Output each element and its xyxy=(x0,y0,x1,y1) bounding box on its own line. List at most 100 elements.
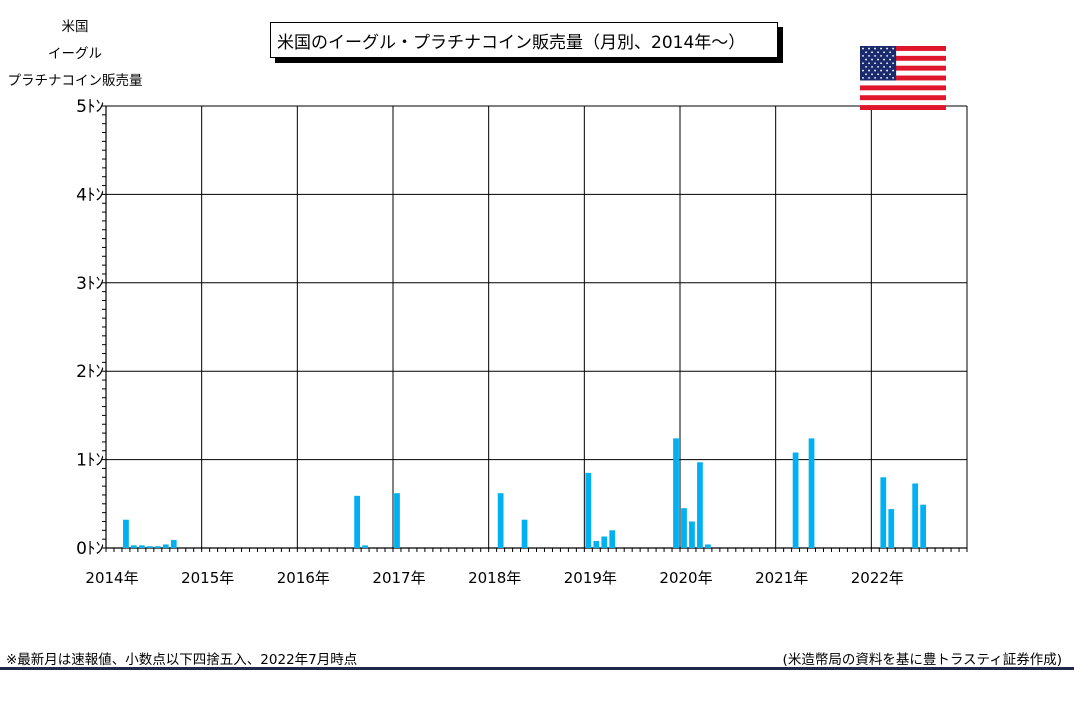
y-tick-label: 3ﾄﾝ xyxy=(76,274,104,294)
flag-canton xyxy=(860,46,897,81)
flag-star xyxy=(880,76,882,79)
flag-star xyxy=(877,65,879,68)
y-tick-label: 4ﾄﾝ xyxy=(76,185,104,205)
flag-star xyxy=(871,58,873,61)
flag-star xyxy=(874,54,876,57)
x-tick-label: 2020年 xyxy=(659,569,712,587)
flag-star xyxy=(874,62,876,65)
x-tick-label: 2018年 xyxy=(468,569,521,587)
y-tick-label: 1ﾄﾝ xyxy=(76,451,104,471)
bar xyxy=(162,544,169,548)
bar xyxy=(920,504,927,548)
chart-title: 米国のイーグル・プラチナコイン販売量（月別、2014年～） xyxy=(270,22,778,58)
flag-star xyxy=(886,54,888,57)
flag-stripe xyxy=(860,46,946,51)
flag-star xyxy=(868,47,870,50)
flag-star xyxy=(868,76,870,79)
flag-star xyxy=(868,62,870,65)
flag-star xyxy=(862,62,864,65)
flag-stripe xyxy=(860,95,946,101)
x-tick-label: 2021年 xyxy=(755,569,808,587)
bar xyxy=(394,493,400,548)
flag-star xyxy=(892,69,895,72)
flag-star xyxy=(868,54,870,57)
flag-stripe xyxy=(860,65,946,71)
flag-stripe xyxy=(860,55,946,61)
flag-star xyxy=(892,76,895,79)
flag-star xyxy=(874,47,876,50)
flag-star xyxy=(883,51,885,54)
chart-title-text: 米国のイーグル・プラチナコイン販売量（月別、2014年～） xyxy=(277,32,746,53)
flag-star xyxy=(865,73,867,76)
flag-star xyxy=(886,47,888,50)
bar xyxy=(362,545,368,548)
flag-star xyxy=(871,73,873,76)
flag-stripe xyxy=(860,75,946,81)
bar xyxy=(585,472,592,548)
bar xyxy=(697,462,703,548)
flag-star xyxy=(874,76,876,79)
bar-chart: 0ﾄﾝ 1ﾄﾝ 2ﾄﾝ 3ﾄﾝ 4ﾄﾝ 5ﾄﾝ 2014年 2015年 2016年 2017年 20… xyxy=(76,97,968,587)
flag-star xyxy=(880,69,882,72)
bar xyxy=(123,519,129,548)
flag-star xyxy=(874,69,876,72)
bar xyxy=(705,544,711,548)
flag-star xyxy=(865,51,867,54)
flag-star xyxy=(862,69,864,72)
bar xyxy=(146,546,153,548)
bar xyxy=(601,536,608,548)
bar xyxy=(888,509,895,548)
flag-star xyxy=(877,73,879,76)
flag-star xyxy=(865,58,867,61)
flag-star xyxy=(886,69,888,72)
flag-star xyxy=(889,73,891,76)
y-tick-label: 5ﾄﾝ xyxy=(76,97,104,117)
flag-star xyxy=(889,58,891,61)
flag-star xyxy=(862,47,864,50)
x-tick-label: 2019年 xyxy=(564,569,617,587)
flag-stripe xyxy=(860,85,946,91)
flag-star xyxy=(889,65,891,68)
flag-star xyxy=(862,54,864,57)
flag-star xyxy=(892,54,895,57)
flag-star xyxy=(883,58,885,61)
bar xyxy=(681,508,687,548)
flag-star xyxy=(871,51,873,54)
bar xyxy=(170,540,177,548)
flag-star xyxy=(889,51,891,54)
bar xyxy=(808,438,815,548)
x-tick-label: 2017年 xyxy=(372,569,425,587)
flag-star xyxy=(883,65,885,68)
bar xyxy=(154,546,161,548)
bar xyxy=(497,493,504,548)
x-tick-label: 2014年 xyxy=(85,569,138,587)
flag-star xyxy=(883,73,885,76)
footnote: ※最新月は速報値、小数点以下四捨五入、2022年7月時点 xyxy=(6,652,358,668)
flag-star xyxy=(880,54,882,57)
flag-star xyxy=(877,58,879,61)
y-axis-label: 米国 イーグル プラチナコイン販売量 xyxy=(0,14,150,95)
source-note: (米造幣局の資料を基に豊トラスティ証券作成) xyxy=(782,652,1062,668)
us-flag-icon xyxy=(860,46,946,110)
bar xyxy=(609,530,616,548)
flag-star xyxy=(877,51,879,54)
flag-star xyxy=(886,76,888,79)
bar xyxy=(792,452,799,548)
bar xyxy=(593,540,600,548)
y-tick-label: 0ﾄﾝ xyxy=(76,539,104,559)
bar xyxy=(673,438,679,548)
bar xyxy=(521,519,528,548)
x-tick-label: 2022年 xyxy=(851,569,904,587)
bar xyxy=(131,545,137,548)
flag-star xyxy=(880,47,882,50)
flag-star xyxy=(862,76,864,79)
bar xyxy=(354,495,360,548)
bar xyxy=(880,477,887,548)
y-axis-label-line-3: プラチナコイン販売量 xyxy=(7,73,143,89)
y-tick-label: 2ﾄﾝ xyxy=(76,362,104,382)
us-flag-graphic xyxy=(860,46,946,110)
x-tick-label: 2016年 xyxy=(277,569,330,587)
y-axis-label-line-1: 米国 xyxy=(61,19,89,35)
flag-star xyxy=(865,65,867,68)
bar xyxy=(139,545,145,548)
